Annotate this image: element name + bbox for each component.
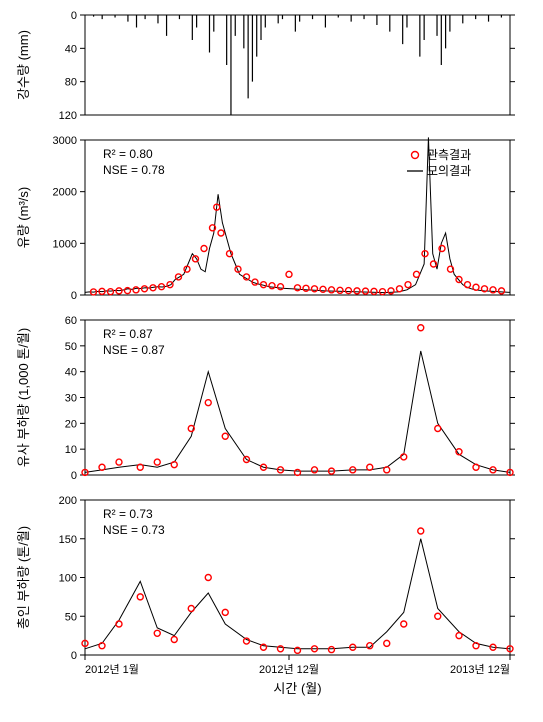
svg-text:R² = 0.73: R² = 0.73 <box>103 507 153 521</box>
svg-text:0: 0 <box>71 650 77 662</box>
svg-text:R² = 0.80: R² = 0.80 <box>103 147 153 161</box>
svg-text:10: 10 <box>65 444 77 456</box>
svg-text:0: 0 <box>71 10 77 22</box>
svg-text:관측결과: 관측결과 <box>427 148 471 162</box>
svg-text:R² = 0.87: R² = 0.87 <box>103 327 153 341</box>
svg-text:80: 80 <box>65 77 77 89</box>
svg-text:40: 40 <box>65 43 77 55</box>
svg-text:NSE = 0.87: NSE = 0.87 <box>103 343 165 357</box>
svg-text:50: 50 <box>65 341 77 353</box>
chart-svg: 04080120강수량 (mm)0100020003000유량 (m³/s)R²… <box>10 10 533 712</box>
svg-text:3000: 3000 <box>53 135 77 147</box>
svg-text:2000: 2000 <box>53 187 77 199</box>
svg-text:120: 120 <box>59 110 77 122</box>
svg-text:20: 20 <box>65 418 77 430</box>
svg-text:2013년 12월: 2013년 12월 <box>450 663 510 676</box>
svg-text:2012년 12월: 2012년 12월 <box>259 663 319 676</box>
multi-panel-chart: 04080120강수량 (mm)0100020003000유량 (m³/s)R²… <box>10 10 533 712</box>
svg-text:1000: 1000 <box>53 238 77 250</box>
svg-text:시간 (월): 시간 (월) <box>273 681 321 696</box>
svg-text:강수량 (mm): 강수량 (mm) <box>16 30 31 100</box>
svg-text:30: 30 <box>65 393 77 405</box>
svg-text:40: 40 <box>65 367 77 379</box>
svg-text:2012년 1월: 2012년 1월 <box>85 663 139 676</box>
svg-text:유사 부하량 (1,000 톤/월): 유사 부하량 (1,000 톤/월) <box>16 328 31 467</box>
svg-text:NSE = 0.78: NSE = 0.78 <box>103 163 165 177</box>
svg-text:NSE = 0.73: NSE = 0.73 <box>103 523 165 537</box>
svg-text:0: 0 <box>71 470 77 482</box>
svg-text:총인 부하량 (톤/월): 총인 부하량 (톤/월) <box>16 526 31 629</box>
svg-text:200: 200 <box>59 495 77 507</box>
svg-text:모의결과: 모의결과 <box>427 164 471 178</box>
svg-text:100: 100 <box>59 573 77 585</box>
svg-text:유량 (m³/s): 유량 (m³/s) <box>16 187 31 248</box>
svg-text:0: 0 <box>71 290 77 302</box>
svg-text:50: 50 <box>65 611 77 623</box>
svg-text:60: 60 <box>65 315 77 327</box>
svg-text:150: 150 <box>59 534 77 546</box>
